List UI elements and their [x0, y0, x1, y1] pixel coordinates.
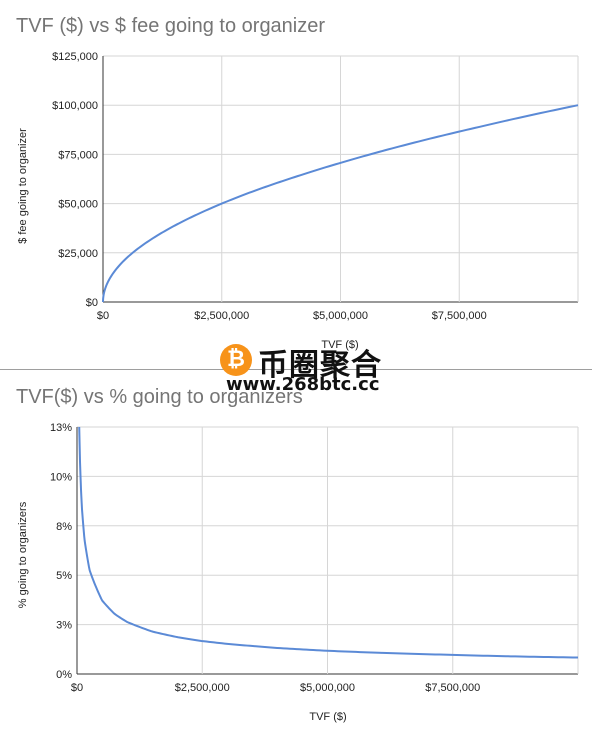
watermark-url: www.268btc.cc [226, 374, 380, 395]
watermark-text: 币圈聚合 [258, 348, 382, 383]
chart2-y-tick-label: 3% [56, 620, 72, 632]
chart1-y-tick-label: $50,000 [58, 199, 98, 211]
chart1-y-tick-label: $0 [86, 297, 98, 309]
chart1-x-axis-label: TVF ($) [321, 339, 358, 351]
chart1-y-tick-label: $75,000 [58, 149, 98, 161]
chart1-gridlines [102, 55, 579, 303]
chart2-x-tick-label: $5,000,000 [300, 682, 355, 694]
chart1-y-tick-label: $100,000 [52, 100, 98, 112]
chart2-x-tick-label: $0 [71, 682, 83, 694]
chart2-x-axis-label: TVF ($) [309, 711, 346, 723]
chart1-y-tick-label: $25,000 [58, 248, 98, 260]
chart1-series-line [102, 104, 579, 303]
chart2-y-tick-label: 13% [50, 422, 72, 434]
chart2-y-axis-label: % going to organizers [17, 501, 29, 608]
chart1-x-tick-label: $5,000,000 [313, 310, 368, 322]
chart2-y-tick-label: 0% [56, 669, 72, 681]
chart1-x-tick-label: $0 [97, 310, 109, 322]
bitcoin-logo-icon: ₿ [220, 344, 252, 376]
chart1-x-tick-label: $7,500,000 [432, 310, 487, 322]
chart2-x-tick-label: $7,500,000 [425, 682, 480, 694]
chart2-y-tick-label: 10% [50, 471, 72, 483]
chart1-x-tick-label: $2,500,000 [194, 310, 249, 322]
chart1-series [102, 104, 579, 303]
chart2-y-tick-label: 8% [56, 521, 72, 533]
chart1-svg: $0 $2,500,000 $5,000,000 $7,500,000 $0 $25,0… [17, 51, 579, 351]
chart2-series [78, 426, 579, 659]
chart1-x-ticks: $0 $2,500,000 $5,000,000 $7,500,000 [97, 310, 487, 322]
chart1-y-axis-label: $ fee going to organizer [17, 128, 29, 244]
divider [0, 369, 592, 370]
chart2-gridlines [76, 426, 579, 675]
chart1-title: TVF ($) vs $ fee going to organizer [16, 15, 326, 37]
chart2-title: TVF($) vs % going to organizers [16, 386, 303, 408]
chart2-y-ticks: 0% 3% 5% 8% 10% 13% [50, 422, 72, 681]
chart2-y-tick-label: 5% [56, 570, 72, 582]
chart2-x-tick-label: $2,500,000 [175, 682, 230, 694]
chart1-y-ticks: $0 $25,000 $50,000 $75,000 $100,000 $125,000 [52, 51, 98, 309]
chart1-y-tick-label: $125,000 [52, 51, 98, 63]
watermark: ₿ 币圈聚合 www.268btc.cc [218, 336, 388, 400]
chart2-x-ticks: $0 $2,500,000 $5,000,000 $7,500,000 [71, 682, 480, 694]
chart2-series-line [78, 426, 579, 659]
